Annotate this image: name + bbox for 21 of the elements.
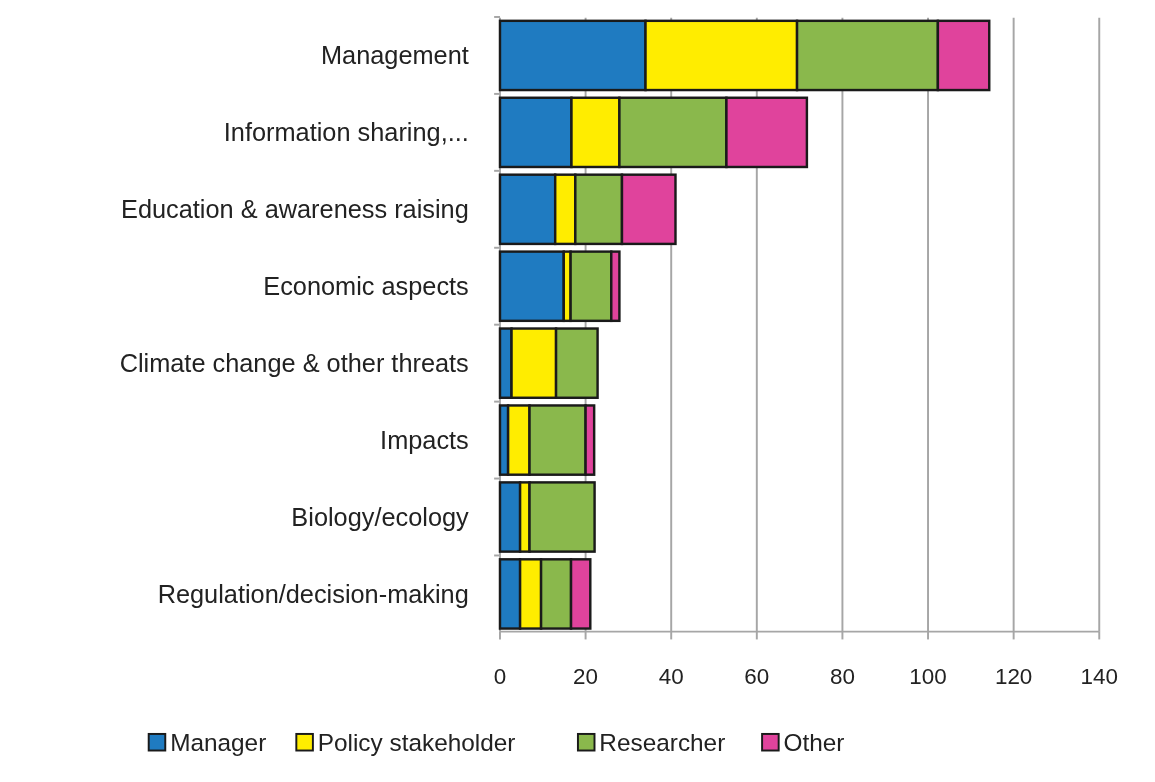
y-tick-label: Education & awareness raising xyxy=(121,195,469,224)
y-tick-label: Impacts xyxy=(380,425,469,454)
y-tick-label: Economic aspects xyxy=(263,271,469,300)
x-tick-label: 60 xyxy=(744,664,770,690)
y-tick-label: Biology/ecology xyxy=(291,502,470,531)
x-tick-label: 0 xyxy=(493,664,507,690)
y-tick-label: Management xyxy=(320,41,469,70)
y-tick-label: Regulation/decision-making xyxy=(157,579,469,608)
legend-label: Other xyxy=(783,728,845,756)
y-tick-label: Climate change & other threats xyxy=(119,348,469,377)
x-tick-label: 80 xyxy=(829,664,855,690)
legend-label: Policy stakeholder xyxy=(317,728,516,756)
legend-label: Manager xyxy=(170,728,267,756)
x-tick-label: 40 xyxy=(658,664,684,690)
x-tick-label: 20 xyxy=(573,664,599,690)
x-tick-label: 100 xyxy=(909,664,947,690)
x-tick-label: 140 xyxy=(1080,664,1118,690)
x-tick-label: 120 xyxy=(994,664,1033,690)
bar xyxy=(498,250,565,323)
legend-label: Researcher xyxy=(599,728,726,756)
y-tick-label: Information sharing,... xyxy=(223,118,469,147)
